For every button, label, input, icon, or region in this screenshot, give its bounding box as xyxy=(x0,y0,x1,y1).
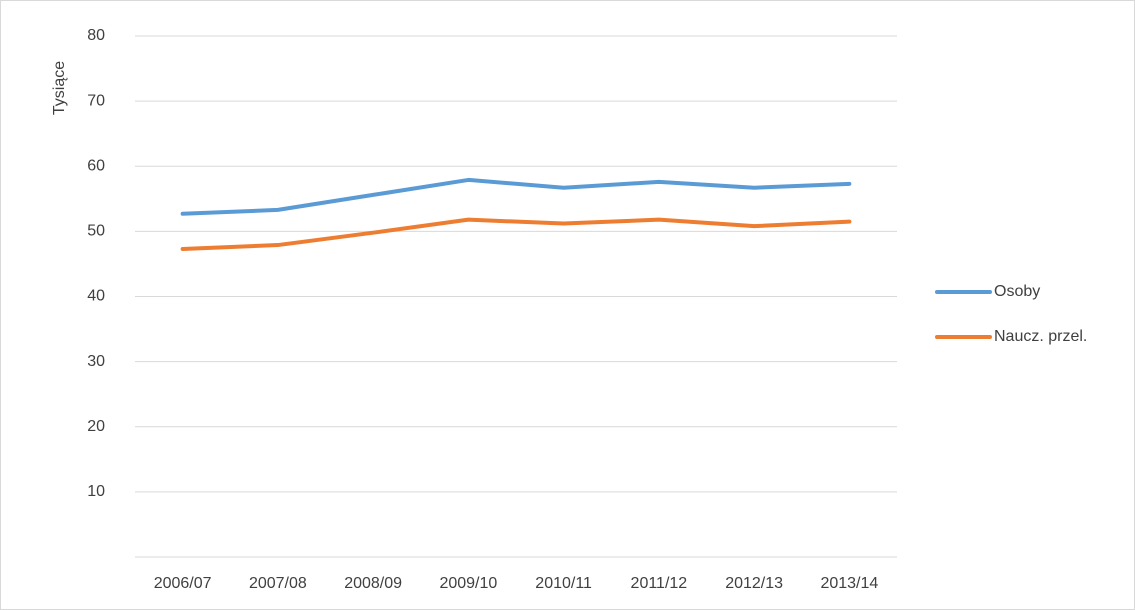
x-tick-label: 2011/12 xyxy=(631,575,688,592)
y-tick-label: 70 xyxy=(87,92,105,109)
y-tick-label: 60 xyxy=(87,157,105,174)
x-tick-label: 2008/09 xyxy=(344,575,402,592)
data-line xyxy=(180,217,852,251)
y-tick-label: 80 xyxy=(87,27,105,44)
legend-label: Naucz. przel. xyxy=(994,328,1087,345)
y-tick-label: 40 xyxy=(87,288,105,305)
y-tick-label: 30 xyxy=(87,353,105,370)
y-axis-label: Tysiące xyxy=(51,61,68,115)
y-tick-label: 10 xyxy=(87,483,105,500)
x-tick-label: 2007/08 xyxy=(249,575,307,592)
x-tick-label: 2009/10 xyxy=(439,575,497,592)
data-line xyxy=(180,177,852,216)
x-tick-label: 2006/07 xyxy=(154,575,212,592)
x-tick-label: 2012/13 xyxy=(725,575,783,592)
x-tick-label: 2010/11 xyxy=(535,575,592,592)
legend-label: Osoby xyxy=(994,283,1040,300)
x-tick-label: 2013/14 xyxy=(820,575,878,592)
y-tick-label: 20 xyxy=(87,418,105,435)
y-tick-label: 50 xyxy=(87,223,105,240)
